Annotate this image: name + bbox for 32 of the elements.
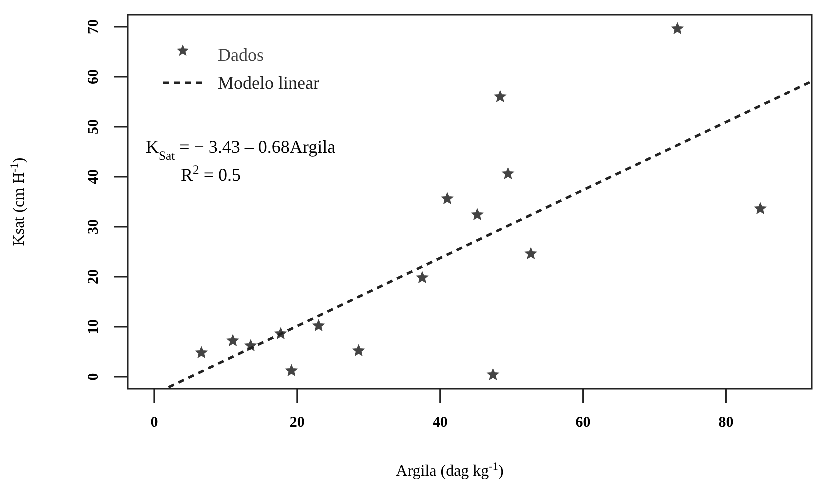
point — [754, 202, 767, 214]
point — [487, 368, 500, 380]
legend-label: Modelo linear — [218, 73, 320, 93]
y-tick-label: 40 — [86, 170, 102, 184]
y-tick-label: 20 — [86, 270, 102, 284]
y-tick-label: 0 — [86, 373, 102, 381]
point — [525, 248, 538, 260]
point — [227, 334, 240, 346]
y-tick-label: 50 — [86, 120, 102, 134]
point — [494, 90, 506, 102]
x-axis-title: Argila (dag kg$^{-1}$) — [396, 461, 504, 480]
x-tick-label: 60 — [576, 415, 591, 431]
point — [441, 192, 454, 204]
point — [352, 344, 365, 356]
y-tick-label: 70 — [86, 20, 102, 34]
y-tick-label: 60 — [86, 70, 102, 84]
y-tick-label: 10 — [86, 320, 102, 334]
x-tick-label: 40 — [432, 415, 448, 431]
point — [286, 364, 298, 376]
point — [502, 168, 514, 180]
point — [672, 22, 684, 34]
annotation: R$^{2}$ = 0.5 — [181, 163, 241, 185]
annotation: K$_{Sat}$ = − 3.43 – 0.68Argila — [146, 137, 336, 163]
legend-label: Dados — [218, 45, 264, 65]
x-tick-label: 0 — [150, 415, 158, 431]
point — [196, 346, 208, 358]
point — [471, 208, 484, 220]
point — [312, 320, 325, 332]
y-tick-label: 30 — [86, 220, 102, 234]
point — [416, 272, 428, 284]
x-tick-label: 80 — [718, 415, 734, 431]
x-tick-label: 20 — [290, 415, 305, 431]
